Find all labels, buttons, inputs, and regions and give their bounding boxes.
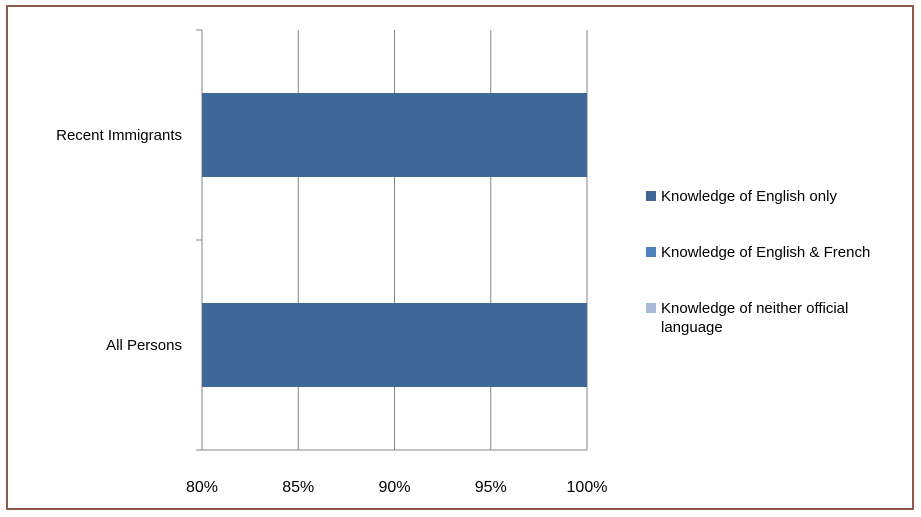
x-tick-label-1: 85% bbox=[282, 479, 314, 496]
x-tick-label-0: 80% bbox=[186, 479, 218, 496]
x-tick-label-4: 100% bbox=[567, 479, 608, 496]
legend-label-2: Knowledge of neither official language bbox=[661, 300, 848, 336]
bar-0-series-0 bbox=[202, 93, 587, 177]
legend-swatch-1 bbox=[646, 247, 656, 257]
legend-label-1: Knowledge of English & French bbox=[661, 244, 870, 261]
legend-label-0: Knowledge of English only bbox=[661, 188, 837, 205]
x-tick-label-3: 95% bbox=[475, 479, 507, 496]
legend-swatch-2 bbox=[646, 303, 656, 313]
chart-frame bbox=[6, 5, 914, 510]
category-label-0: Recent Immigrants bbox=[56, 127, 182, 144]
legend-swatch-0 bbox=[646, 191, 656, 201]
bar-1-series-0 bbox=[202, 303, 587, 387]
category-label-1: All Persons bbox=[106, 337, 182, 354]
x-tick-label-2: 90% bbox=[378, 479, 410, 496]
